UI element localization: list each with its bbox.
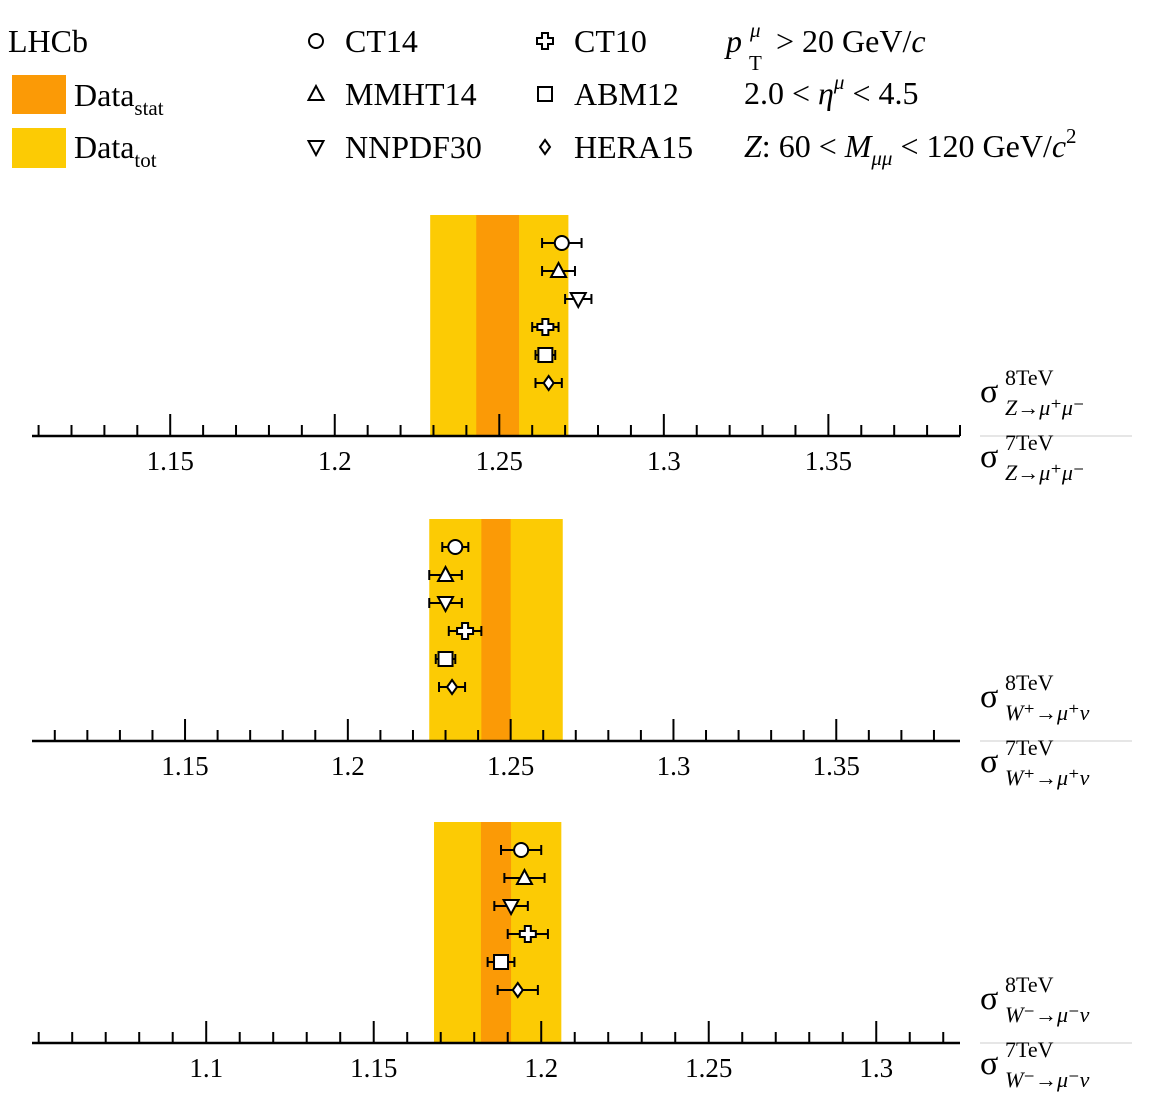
marker-nnpdf30: [569, 292, 588, 310]
point-ct14: [541, 235, 583, 251]
data-stat-band: [480, 822, 512, 1043]
marker-ct14: [553, 235, 570, 251]
tick-label: 1.35: [813, 751, 860, 781]
point-nnpdf30: [493, 899, 529, 917]
ratio-denominator: σ 7TeV W⁻→μ⁻ν: [980, 1037, 1090, 1092]
ratio-numerator: σ 8TeV Z→μ⁺μ⁻: [980, 365, 1085, 420]
point-mmht14: [503, 867, 546, 885]
tick-label: 1.2: [331, 751, 365, 781]
legend-swatch-data-tot: [12, 128, 66, 168]
experiment-label: LHCb: [8, 23, 88, 59]
tick-label: 1.15: [147, 446, 194, 476]
point-ct14: [500, 842, 543, 858]
marker-abm12: [437, 651, 454, 667]
point-ct10: [506, 925, 549, 943]
marker-abm12: [493, 954, 510, 970]
marker-ct10: [518, 925, 537, 943]
panels: 1.15 1.2 1.25 1.3 1.35 σ 8TeV Z→μ⁺μ⁻ σ 7TeV Z→μ⁺μ⁻…: [32, 215, 1132, 1092]
tick-label: 1.35: [805, 446, 852, 476]
data-stat-band: [476, 215, 520, 436]
point-nnpdf30: [564, 292, 593, 310]
point-ct14: [441, 539, 470, 555]
cut-mass: Z: 60 < Mμμ < 120 GeV/c2: [744, 124, 1077, 170]
marker-hera15: [511, 981, 525, 999]
point-nnpdf30: [428, 596, 463, 614]
marker-abm12: [537, 347, 554, 363]
legend-label-hera15: HERA15: [574, 129, 693, 165]
tick-label: 1.3: [657, 751, 691, 781]
legend-models: CT14 MMHT14 NNPDF30 CT10 ABM12 HERA15: [306, 23, 693, 165]
point-hera15: [438, 678, 467, 696]
point-hera15: [534, 374, 563, 392]
point-ct10: [447, 622, 483, 640]
marker-ct10: [536, 318, 555, 336]
marker-ct10: [456, 622, 475, 640]
legend-label-data-stat: Datastat: [74, 77, 164, 120]
marker-hera15: [542, 374, 555, 392]
point-hera15: [496, 981, 539, 999]
marker-legend-ct10: [536, 32, 554, 50]
marker-ct14: [513, 842, 530, 858]
point-mmht14: [541, 260, 576, 278]
marker-nnpdf30: [501, 899, 521, 917]
ratio-denominator: σ 7TeV W⁺→μ⁺ν: [980, 735, 1090, 790]
ratio-label: σ 8TeV Z→μ⁺μ⁻ σ 7TeV Z→μ⁺μ⁻: [980, 365, 1132, 485]
tick-label: 1.25: [487, 751, 534, 781]
point-abm12: [534, 347, 557, 363]
ratio-denominator: σ 7TeV Z→μ⁺μ⁻: [980, 430, 1085, 485]
legend-label-ct10: CT10: [574, 23, 647, 59]
legend-swatch-data-stat: [12, 75, 66, 114]
legend-label-data-tot: Datatot: [74, 129, 157, 172]
tick-label: 1.2: [318, 446, 352, 476]
marker-legend-abm12: [537, 86, 553, 102]
point-ct10: [531, 318, 560, 336]
legend: LHCb Datastat Datatot CT14MMHT14NNPDF30C…: [8, 18, 1077, 172]
legend-label-ct14: CT14: [345, 23, 418, 59]
ratio-numerator: σ 8TeV W⁺→μ⁺ν: [980, 670, 1090, 725]
panel-3: 1.1 1.15 1.2 1.25 1.3 σ 8TeV W⁻→μ⁻ν σ 7TeV W⁻→μ⁻ν: [32, 822, 1132, 1092]
panel-2: 1.15 1.2 1.25 1.3 1.35 σ 8TeV W⁺→μ⁺ν σ 7TeV W⁺→μ⁺ν: [32, 519, 1132, 790]
marker-legend-nnpdf30: [306, 140, 326, 158]
ratio-label: σ 8TeV W⁺→μ⁺ν σ 7TeV W⁺→μ⁺ν: [980, 670, 1132, 790]
marker-nnpdf30: [436, 596, 455, 614]
tick-label: 1.1: [189, 1053, 223, 1083]
marker-ct14: [447, 539, 464, 555]
tick-label: 1.2: [524, 1053, 558, 1083]
legend-label-abm12: ABM12: [574, 76, 679, 112]
legend-label-nnpdf30: NNPDF30: [345, 129, 482, 165]
ratio-numerator: σ 8TeV W⁻→μ⁻ν: [980, 972, 1090, 1027]
point-abm12: [434, 651, 457, 667]
cut-eta: 2.0 < ημ < 4.5: [744, 70, 919, 111]
marker-hera15: [445, 678, 459, 696]
point-mmht14: [428, 564, 463, 582]
tick-label: 1.15: [161, 751, 208, 781]
tick-label: 1.15: [350, 1053, 397, 1083]
data-stat-band: [481, 519, 511, 741]
tick-label: 1.3: [859, 1053, 893, 1083]
marker-legend-mmht14: [306, 83, 326, 101]
panel-1: 1.15 1.2 1.25 1.3 1.35 σ 8TeV Z→μ⁺μ⁻ σ 7TeV Z→μ⁺μ⁻: [32, 215, 1132, 485]
tick-label: 1.25: [685, 1053, 732, 1083]
marker-legend-hera15: [538, 138, 552, 156]
legend-label-mmht14: MMHT14: [345, 76, 477, 112]
ratio-label: σ 8TeV W⁻→μ⁻ν σ 7TeV W⁻→μ⁻ν: [980, 972, 1132, 1092]
tick-label: 1.25: [476, 446, 523, 476]
marker-mmht14: [515, 867, 534, 885]
point-abm12: [486, 954, 516, 970]
marker-mmht14: [436, 564, 455, 582]
marker-legend-ct14: [308, 33, 324, 49]
cut-pt: p μ T> 20 GeV/c: [724, 18, 926, 75]
tick-label: 1.3: [647, 446, 681, 476]
marker-mmht14: [549, 260, 568, 278]
